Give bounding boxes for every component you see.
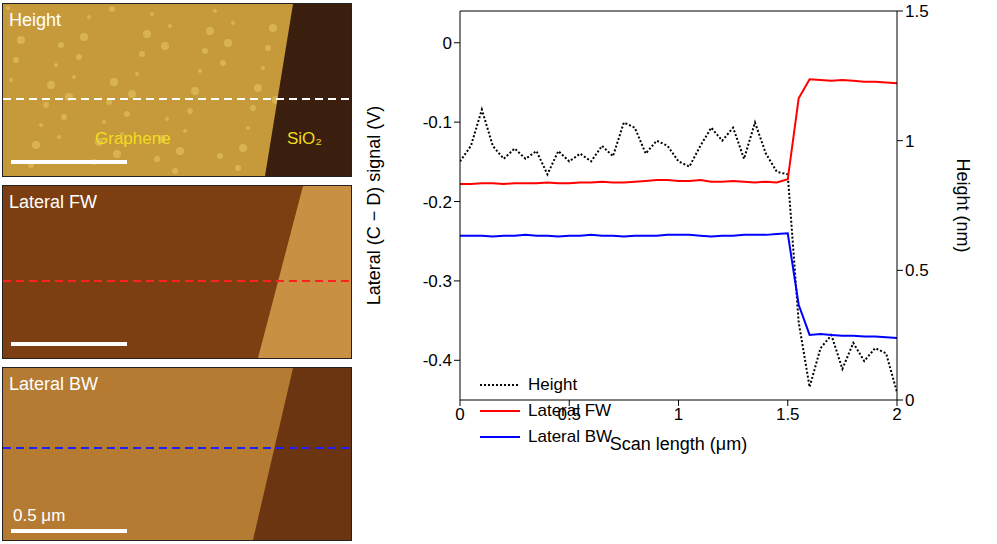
svg-text:0.5: 0.5: [557, 405, 581, 424]
svg-text:0: 0: [905, 391, 914, 410]
svg-text:Lateral (C − D) signal (V): Lateral (C − D) signal (V): [364, 106, 384, 306]
svg-text:-0.2: -0.2: [423, 193, 452, 212]
svg-text:-0.1: -0.1: [423, 113, 452, 132]
svg-text:Scan length (μm): Scan length (μm): [610, 434, 747, 454]
svg-text:Graphene: Graphene: [95, 129, 171, 148]
svg-text:1: 1: [674, 405, 683, 424]
svg-text:Lateral FW: Lateral FW: [9, 192, 97, 212]
svg-text:SiO₂: SiO₂: [287, 129, 322, 148]
svg-text:2: 2: [892, 405, 901, 424]
svg-text:-0.4: -0.4: [423, 351, 452, 370]
svg-text:1.5: 1.5: [905, 2, 929, 21]
svg-text:1.5: 1.5: [776, 405, 800, 424]
svg-text:Height (nm): Height (nm): [953, 158, 973, 252]
svg-text:Height: Height: [9, 10, 61, 30]
svg-text:0.5 μm: 0.5 μm: [13, 506, 65, 525]
svg-text:Lateral BW: Lateral BW: [9, 374, 98, 394]
svg-text:0: 0: [455, 405, 464, 424]
svg-text:-0.3: -0.3: [423, 272, 452, 291]
svg-text:0: 0: [443, 34, 452, 53]
svg-text:0.5: 0.5: [905, 261, 929, 280]
svg-text:1: 1: [905, 132, 914, 151]
